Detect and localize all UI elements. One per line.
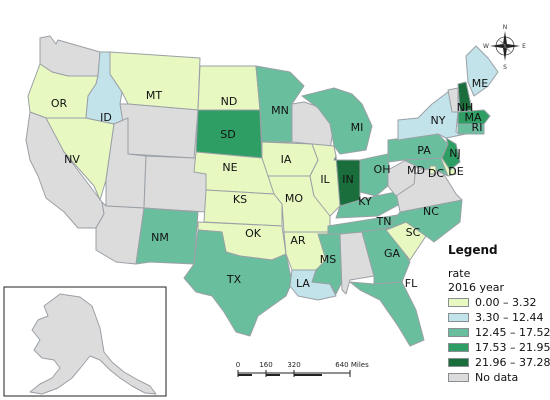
state-NJ — [441, 137, 461, 171]
state-label-MO: MO — [285, 192, 303, 205]
state-label-KY: KY — [358, 195, 372, 208]
legend-row-class-3: 12.45 – 17.52 — [448, 325, 550, 340]
state-label-ME: ME — [472, 77, 488, 90]
state-label-GA: GA — [384, 247, 401, 260]
scale-tick-160: 160 — [259, 361, 272, 369]
scale-tick-320: 320 — [287, 361, 300, 369]
legend-swatch — [448, 358, 469, 367]
legend-swatch — [448, 298, 469, 307]
legend-title: Legend — [448, 243, 498, 257]
legend-range-label: No data — [475, 371, 519, 384]
state-AK — [29, 293, 157, 395]
state-label-NV: NV — [64, 153, 80, 166]
state-label-SD: SD — [220, 128, 235, 141]
compass-west-letter: W — [483, 43, 489, 50]
state-label-TN: TN — [376, 215, 392, 228]
state-label-OH: OH — [374, 163, 391, 176]
compass-rose-icon: N E S W — [483, 24, 526, 71]
state-label-MI: MI — [351, 121, 364, 134]
legend-row-class-5: 21.96 – 37.28 — [448, 355, 550, 370]
scale-bar: 0 160 320 640 Miles — [236, 361, 369, 377]
legend-range-label: 3.30 – 12.44 — [475, 311, 544, 324]
compass-south-letter: S — [503, 64, 507, 71]
legend-range-label: 0.00 – 3.32 — [475, 296, 537, 309]
alaska-inset — [3, 286, 167, 397]
state-MA — [457, 109, 491, 125]
state-label-PA: PA — [417, 144, 431, 157]
state-label-NY: NY — [431, 114, 446, 127]
state-label-KS: KS — [233, 193, 247, 206]
state-label-MN: MN — [271, 104, 289, 117]
legend-row-no-data: No data — [448, 370, 548, 385]
state-DC — [429, 165, 437, 175]
scale-tick-0: 0 — [236, 361, 240, 369]
state-label-MS: MS — [320, 253, 336, 266]
state-label-ND: ND — [221, 95, 238, 108]
map-legend: Legend rate 2016 year 0.00 – 3.32 3.30 –… — [448, 243, 550, 385]
state-label-SC: SC — [406, 226, 421, 239]
scale-tick-640-miles: 640 Miles — [335, 361, 369, 369]
state-label-IN: IN — [342, 173, 353, 186]
legend-swatch — [448, 373, 469, 382]
state-AZ — [95, 201, 145, 265]
state-label-DC: DC — [428, 167, 444, 180]
compass-east-letter: E — [522, 43, 526, 50]
state-label-NE: NE — [222, 161, 237, 174]
state-label-MD: MD — [407, 164, 425, 177]
legend-row-class-4: 17.53 – 21.95 — [448, 340, 550, 355]
legend-range-label: 21.96 – 37.28 — [475, 356, 550, 369]
legend-row-class-2: 3.30 – 12.44 — [448, 310, 548, 325]
legend-swatch — [448, 343, 469, 352]
legend-range-label: 17.53 – 21.95 — [475, 341, 550, 354]
state-label-IA: IA — [281, 153, 292, 166]
state-label-RI: RI — [472, 121, 483, 134]
states-layer — [25, 35, 499, 347]
compass-north-letter: N — [503, 24, 508, 31]
legend-range-label: 12.45 – 17.52 — [475, 326, 550, 339]
state-label-NM: NM — [151, 231, 169, 244]
state-label-FL: FL — [405, 277, 418, 290]
state-IL — [309, 143, 341, 217]
state-label-IL: IL — [320, 173, 330, 186]
state-label-NJ: NJ — [449, 147, 460, 160]
state-RI — [473, 123, 485, 135]
legend-swatch — [448, 313, 469, 322]
state-NH — [457, 81, 473, 113]
state-NY — [397, 91, 467, 141]
state-WY — [119, 103, 199, 159]
state-MI — [301, 87, 373, 155]
state-label-MT: MT — [146, 89, 162, 102]
legend-field: rate — [448, 267, 471, 280]
state-label-NH: NH — [457, 101, 474, 114]
state-label-DE: DE — [448, 165, 463, 178]
legend-swatch — [448, 328, 469, 337]
state-TX — [183, 229, 293, 337]
state-KS — [203, 189, 283, 227]
state-label-TX: TX — [226, 273, 242, 286]
legend-year: 2016 year — [448, 281, 505, 294]
state-label-NC: NC — [423, 205, 439, 218]
state-label-AR: AR — [290, 234, 306, 247]
state-NM — [135, 207, 199, 265]
state-FL — [349, 281, 425, 347]
state-label-MA: MA — [464, 111, 481, 124]
state-OH — [359, 153, 391, 197]
state-ME — [465, 45, 499, 97]
state-label-ID: ID — [100, 111, 112, 124]
state-label-OK: OK — [245, 227, 262, 240]
state-labels: OR NV ID MT ND SD NE KS OK TX NM MN IA M… — [51, 77, 488, 290]
legend-row-class-1: 0.00 – 3.32 — [448, 295, 548, 310]
state-label-LA: LA — [296, 277, 310, 290]
state-label-OR: OR — [51, 97, 68, 110]
